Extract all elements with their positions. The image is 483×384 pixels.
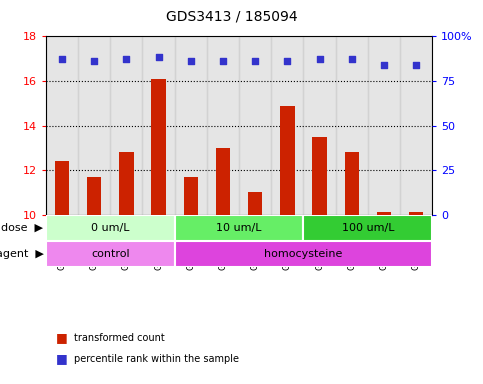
Bar	[119, 152, 134, 215]
Bar	[78, 36, 110, 215]
Text: percentile rank within the sample: percentile rank within the sample	[74, 354, 239, 364]
Point	[187, 58, 195, 65]
Bar	[46, 215, 175, 241]
Bar	[248, 192, 262, 215]
Bar	[409, 212, 424, 215]
Point	[123, 56, 130, 62]
Bar	[368, 36, 400, 215]
Text: agent  ▶: agent ▶	[0, 249, 43, 259]
Point	[219, 58, 227, 64]
Bar	[344, 152, 359, 215]
Bar	[110, 36, 142, 215]
Text: control: control	[91, 249, 129, 259]
Bar	[313, 137, 327, 215]
Bar	[55, 161, 69, 215]
Text: dose  ▶: dose ▶	[1, 223, 43, 233]
Bar	[377, 212, 391, 215]
Point	[251, 58, 259, 65]
Point	[316, 56, 324, 62]
Text: transformed count: transformed count	[74, 333, 165, 343]
Bar	[303, 215, 432, 241]
Bar	[184, 177, 198, 215]
Text: GDS3413 / 185094: GDS3413 / 185094	[166, 9, 298, 23]
Text: 100 um/L: 100 um/L	[341, 223, 394, 233]
Bar	[175, 241, 432, 267]
Bar	[151, 79, 166, 215]
Bar	[400, 36, 432, 215]
Text: 10 um/L: 10 um/L	[216, 223, 262, 233]
Point	[58, 56, 66, 62]
Point	[284, 58, 291, 64]
Bar	[207, 36, 239, 215]
Bar	[46, 36, 78, 215]
Text: ■: ■	[56, 331, 67, 344]
Bar	[303, 36, 336, 215]
Point	[348, 56, 355, 62]
Bar	[87, 177, 101, 215]
Bar	[280, 106, 295, 215]
Bar	[175, 36, 207, 215]
Bar	[216, 148, 230, 215]
Text: homocysteine: homocysteine	[264, 249, 342, 259]
Bar	[239, 36, 271, 215]
Point	[380, 62, 388, 68]
Bar	[142, 36, 175, 215]
Text: 0 um/L: 0 um/L	[91, 223, 129, 233]
Point	[412, 62, 420, 68]
Bar	[175, 215, 303, 241]
Point	[155, 54, 162, 60]
Bar	[271, 36, 303, 215]
Bar	[46, 241, 175, 267]
Text: ■: ■	[56, 353, 67, 366]
Bar	[336, 36, 368, 215]
Point	[90, 58, 98, 65]
